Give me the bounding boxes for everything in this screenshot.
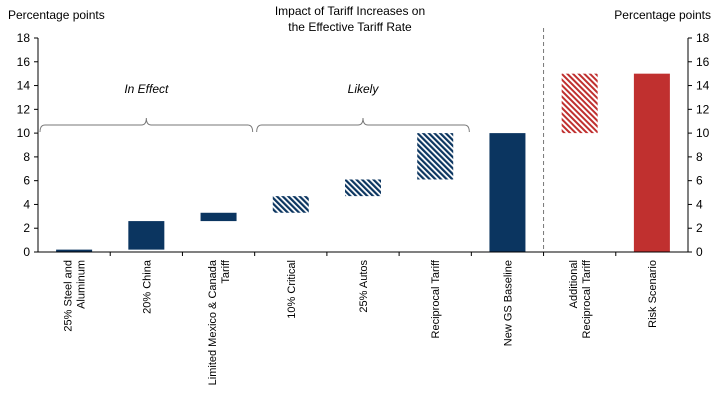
x-tick-label: Limited Mexico & Canada — [207, 259, 219, 385]
group-bracket-1 — [256, 117, 470, 133]
y-tick-label-right: 16 — [696, 55, 710, 69]
y-tick-label-right: 14 — [696, 79, 710, 93]
group-bracket-0 — [39, 117, 254, 133]
y-axis-left: 0 2 4 6 8 10 12 14 16 18 — [17, 31, 617, 259]
y-tick-label-left: 0 — [23, 245, 30, 259]
y-tick-label-left: 10 — [17, 126, 31, 140]
y-tick-label-left: 14 — [17, 79, 31, 93]
x-tick-label: 20% China — [141, 259, 153, 314]
y-tick-label-right: 12 — [696, 102, 710, 116]
y-tick-label-right: 6 — [696, 174, 703, 188]
y-tick-label-right: 8 — [696, 150, 703, 164]
y-tick-label-left: 18 — [17, 31, 31, 45]
chart-title-line-2: the Effective Tariff Rate — [288, 20, 412, 34]
group-brackets: In Effect Likely — [39, 82, 470, 133]
x-tick-label: Aluminum — [76, 260, 88, 309]
group-label-0: In Effect — [124, 82, 169, 96]
y-tick-label-right: 0 — [696, 245, 703, 259]
x-tick-label: Tariff — [220, 259, 232, 284]
bar-6 — [489, 133, 526, 252]
y-axis-right: 0 2 4 6 8 10 12 14 16 18 — [688, 31, 710, 259]
bar-3 — [272, 196, 309, 213]
y-tick-label-right: 10 — [696, 126, 710, 140]
bar-5 — [417, 133, 454, 180]
x-tick-label: 10% Critical — [286, 260, 298, 319]
y-tick-label-left: 16 — [17, 55, 31, 69]
bar-7 — [561, 73, 598, 134]
bar-8 — [633, 73, 670, 253]
x-tick-label: 25% Autos — [358, 260, 370, 313]
x-tick-label: Additional — [568, 260, 580, 308]
y-axis-label-left: Percentage points — [8, 8, 105, 22]
x-tick-label: New GS Baseline — [502, 260, 514, 346]
y-tick-label-left: 4 — [23, 197, 30, 211]
bar-1 — [128, 221, 165, 250]
y-axis-label-right: Percentage points — [614, 8, 711, 22]
bar-4 — [345, 179, 381, 197]
x-axis-labels: 25% Steel and Aluminum 20% China Limited Me… — [63, 259, 659, 385]
bar-2 — [200, 212, 237, 222]
x-tick-label: 25% Steel and — [63, 260, 75, 332]
y-tick-label-right: 18 — [696, 31, 710, 45]
bar-0 — [56, 249, 93, 252]
group-label-1: Likely — [348, 82, 380, 96]
y-tick-label-left: 2 — [23, 221, 30, 235]
y-tick-label-right: 4 — [696, 197, 703, 211]
x-tick-label: Reciprocal Tariff — [430, 259, 442, 338]
y-tick-label-right: 2 — [696, 221, 703, 235]
y-tick-label-left: 8 — [23, 150, 30, 164]
x-tick-label: Reciprocal Tariff — [581, 259, 593, 338]
y-tick-label-left: 6 — [23, 174, 30, 188]
x-tick-label: Risk Scenario — [647, 260, 659, 328]
y-tick-label-left: 12 — [17, 102, 31, 116]
chart-title-line-1: Impact of Tariff Increases on — [275, 4, 425, 18]
bar-series — [56, 73, 670, 253]
